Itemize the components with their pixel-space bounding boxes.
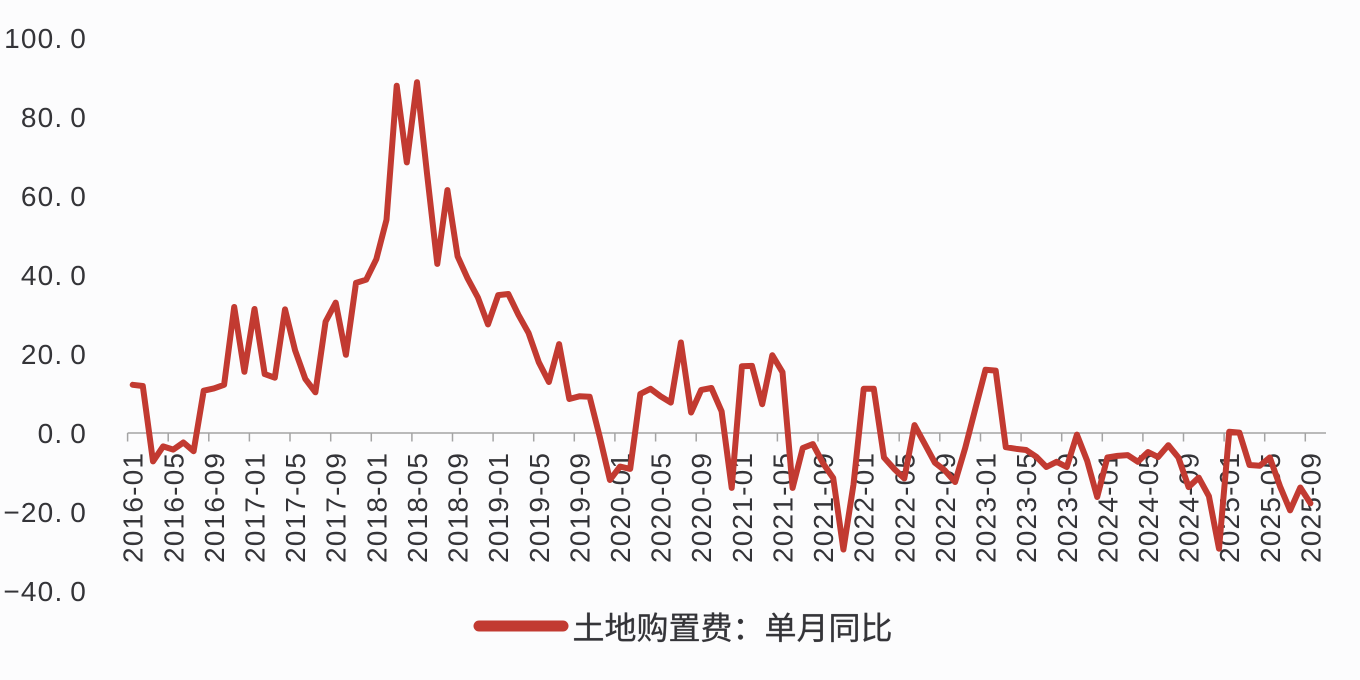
svg-text:20. 0: 20. 0 <box>21 339 87 370</box>
svg-text:2024-01: 2024-01 <box>1092 452 1123 563</box>
svg-text:2020-05: 2020-05 <box>646 452 677 563</box>
svg-text:−20. 0: −20. 0 <box>3 497 87 528</box>
svg-text:40. 0: 40. 0 <box>21 260 87 291</box>
svg-text:2017-09: 2017-09 <box>321 452 352 563</box>
svg-text:2016-09: 2016-09 <box>199 452 230 563</box>
svg-text:2016-05: 2016-05 <box>158 452 189 563</box>
svg-text:2016-01: 2016-01 <box>118 452 149 563</box>
svg-text:2023-09: 2023-09 <box>1052 452 1083 563</box>
svg-text:2024-09: 2024-09 <box>1174 452 1205 563</box>
svg-text:2018-01: 2018-01 <box>361 452 392 563</box>
svg-text:2023-05: 2023-05 <box>1011 452 1042 563</box>
svg-text:2025-09: 2025-09 <box>1295 452 1326 563</box>
svg-text:2024-05: 2024-05 <box>1133 452 1164 563</box>
svg-text:2023-01: 2023-01 <box>971 452 1002 563</box>
svg-text:−40. 0: −40. 0 <box>3 576 87 607</box>
svg-text:2020-09: 2020-09 <box>686 452 717 563</box>
svg-text:2017-01: 2017-01 <box>240 452 271 563</box>
svg-text:2021-09: 2021-09 <box>808 452 839 563</box>
svg-text:2019-09: 2019-09 <box>564 452 595 563</box>
svg-text:100. 0: 100. 0 <box>4 23 87 54</box>
svg-text:2018-09: 2018-09 <box>443 452 474 563</box>
svg-text:80. 0: 80. 0 <box>21 102 87 133</box>
svg-text:0. 0: 0. 0 <box>38 418 87 449</box>
svg-text:2025-05: 2025-05 <box>1255 452 1286 563</box>
svg-text:2019-05: 2019-05 <box>524 452 555 563</box>
svg-text:2017-05: 2017-05 <box>280 452 311 563</box>
svg-text:2018-05: 2018-05 <box>402 452 433 563</box>
svg-text:2019-01: 2019-01 <box>483 452 514 563</box>
svg-text:60. 0: 60. 0 <box>21 181 87 212</box>
